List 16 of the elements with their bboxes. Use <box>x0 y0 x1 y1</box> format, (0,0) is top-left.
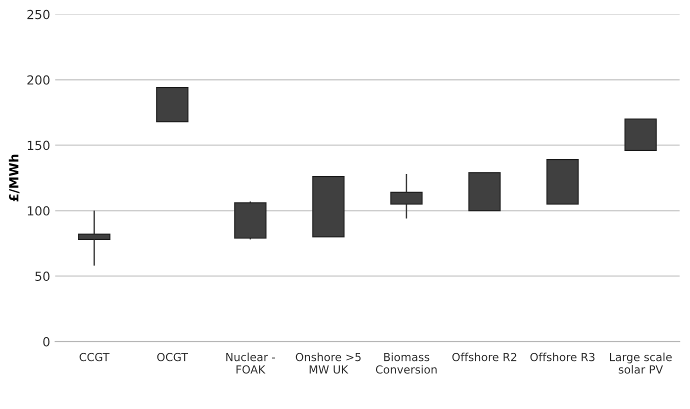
x-tick-label: Large scale solar PV <box>610 352 672 374</box>
y-tick-label: 50 <box>35 272 50 281</box>
x-tick-label: CCGT <box>80 352 110 362</box>
x-tick-label: Offshore R2 <box>452 352 516 362</box>
x-tick-label: Offshore R3 <box>530 352 595 362</box>
y-tick-label: 100 <box>28 206 50 216</box>
y-tick-label: 150 <box>28 140 50 150</box>
candlestick <box>78 210 110 266</box>
x-tick-label: Biomass Conversion <box>376 352 437 374</box>
y-tick-label: 0 <box>43 336 50 346</box>
y-axis-title: £/MWh <box>8 154 20 202</box>
x-tick-label: Onshore >5 MW UK <box>296 352 361 374</box>
y-tick-label: 200 <box>27 75 50 85</box>
y-tick-label: 250 <box>27 10 50 20</box>
x-tick-label: OCGT <box>157 352 188 362</box>
x-tick-label: Nuclear - FOAK <box>226 352 275 374</box>
